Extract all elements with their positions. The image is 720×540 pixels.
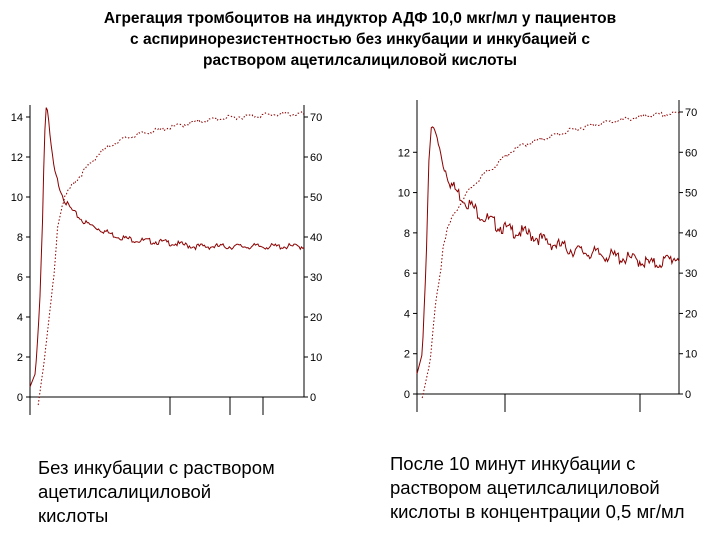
right-tick-label: 20 <box>685 308 697 320</box>
left-tick-label: 4 <box>404 308 410 320</box>
right-tick-label: 40 <box>310 232 322 244</box>
left-tick-label: 8 <box>404 228 410 240</box>
left-caption-line-1: Без инкубации с раствором <box>38 457 275 478</box>
title-line-3: раствором ацетилсалициловой кислоты <box>203 52 517 69</box>
left-tick-label: 14 <box>11 112 23 124</box>
left-tick-label: 0 <box>404 389 410 401</box>
right-caption-line-1: После 10 минут инкубации с <box>390 453 636 474</box>
right-caption-line-3: кислоты в концентрации 0,5 мг/мл <box>390 501 685 522</box>
left-tick-label: 12 <box>11 152 23 164</box>
right-tick-label: 50 <box>310 192 322 204</box>
right-tick-label: 10 <box>685 349 697 361</box>
left-tick-label: 2 <box>404 349 410 361</box>
left-caption-line-2: ацетилсалициловой <box>38 481 212 502</box>
right-caption-line-2: раствором ацетилсалициловой <box>390 477 660 498</box>
left-caption: Без инкубации с раствором ацетилсалицило… <box>38 456 275 528</box>
light-transmission-curve-left <box>37 111 305 406</box>
right-tick-label: 70 <box>310 112 322 124</box>
title-line-2: с аспиринорезистентностью без инкубации … <box>130 31 590 48</box>
left-tick-label: 2 <box>17 352 23 364</box>
left-caption-line-3: кислоты <box>38 505 109 526</box>
left-tick-label: 12 <box>398 147 410 159</box>
right-tick-label: 40 <box>685 228 697 240</box>
right-tick-label: 60 <box>310 152 322 164</box>
right-tick-label: 50 <box>685 188 697 200</box>
right-tick-label: 30 <box>685 268 697 280</box>
aggregation-curve-right <box>416 126 680 375</box>
right-tick-label: 20 <box>310 312 322 324</box>
light-transmission-curve-right <box>421 110 680 399</box>
right-tick-label: 0 <box>310 392 316 404</box>
left-tick-label: 8 <box>17 232 23 244</box>
right-tick-label: 70 <box>685 107 697 119</box>
left-tick-label: 0 <box>17 392 23 404</box>
right-tick-label: 60 <box>685 147 697 159</box>
right-tick-label: 10 <box>310 352 322 364</box>
left-tick-label: 6 <box>404 268 410 280</box>
left-tick-label: 10 <box>11 192 23 204</box>
chart-title: Агрегация тромбоцитов на индуктор АДФ 10… <box>0 8 720 71</box>
title-line-1: Агрегация тромбоцитов на индуктор АДФ 10… <box>103 10 617 27</box>
aggregation-curve-left <box>29 107 305 388</box>
left-tick-label: 6 <box>17 272 23 284</box>
right-caption: После 10 минут инкубации с раствором аце… <box>390 452 685 524</box>
left-tick-label: 4 <box>17 312 23 324</box>
right-tick-label: 30 <box>310 272 322 284</box>
right-tick-label: 0 <box>685 389 691 401</box>
left-tick-label: 10 <box>398 188 410 200</box>
